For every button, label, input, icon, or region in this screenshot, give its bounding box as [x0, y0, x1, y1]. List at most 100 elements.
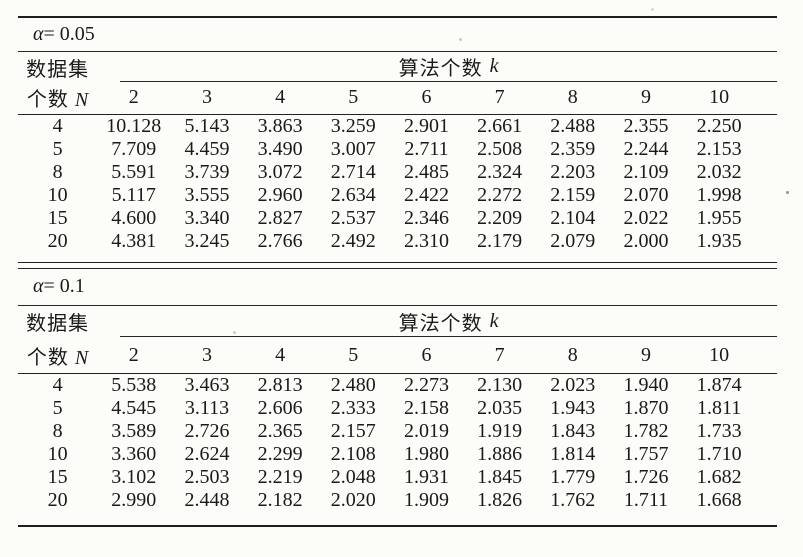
cell-value: 1.726 — [623, 466, 669, 488]
cell-value: 2.109 — [623, 160, 669, 183]
cell-value: 2.448 — [184, 489, 230, 511]
column-header: 3 — [170, 337, 244, 374]
table-row: 15 3.102 2.503 2.219 2.048 1.931 1.845 1… — [18, 466, 777, 489]
cell-value: 1.757 — [623, 443, 669, 465]
cell-value: 2.714 — [330, 160, 376, 183]
cell-value: 1.909 — [403, 489, 449, 511]
column-group-header: 算法个数 k — [97, 306, 777, 338]
spacer-cell — [756, 443, 777, 466]
cell-value: 1.940 — [623, 374, 669, 396]
cell-value: 1.710 — [696, 443, 742, 465]
cell-value: 1.870 — [623, 397, 669, 419]
cell-value: 2.346 — [403, 206, 449, 229]
alpha-label-row: α = 0.05 — [18, 18, 777, 51]
row-label-n: 8 — [52, 420, 63, 442]
table-body: 4 10.128 5.143 3.863 3.259 2.901 2.661 2… — [18, 114, 777, 262]
row-label-n: 15 — [47, 466, 68, 488]
spacer-cell — [756, 161, 777, 184]
cell-value: 2.032 — [696, 160, 742, 183]
bottom-rule — [18, 525, 777, 527]
cell-value: 2.158 — [403, 397, 449, 419]
alpha-value: = 0.05 — [43, 23, 95, 45]
cell-value: 3.340 — [184, 206, 230, 229]
cell-value: 2.365 — [257, 420, 303, 442]
top-rule — [18, 16, 777, 18]
cell-value: 1.955 — [696, 206, 742, 229]
cell-value: 1.886 — [477, 443, 523, 465]
cell-value: 2.661 — [477, 114, 523, 137]
cell-value: 1.668 — [696, 489, 742, 511]
cell-value: 1.919 — [477, 420, 523, 442]
column-header: 8 — [536, 337, 610, 374]
cell-value: 2.000 — [623, 229, 669, 252]
alpha-value: = 0.1 — [43, 275, 85, 297]
spacer-cell — [755, 82, 777, 115]
header-top-rule — [18, 51, 777, 52]
row-label-n: 8 — [52, 160, 63, 183]
critical-values-table-005: 数据集 算法个数 k 个数 N 2 3 4 5 6 7 8 9 10 — [18, 52, 777, 262]
cell-value: 2.503 — [184, 466, 230, 488]
cell-value: 1.779 — [550, 466, 596, 488]
spacer-cell — [756, 114, 777, 138]
column-header: 2 — [97, 82, 171, 115]
header-columns-row: 个数 N 2 3 4 5 6 7 8 9 10 — [18, 82, 777, 115]
cell-value: 2.048 — [330, 466, 376, 488]
column-header: 6 — [389, 82, 464, 115]
cell-value: 1.998 — [696, 183, 742, 206]
spacer-cell — [756, 489, 777, 525]
cell-value: 3.463 — [184, 374, 230, 396]
cell-value: 2.508 — [477, 137, 523, 160]
cell-value: 3.007 — [330, 137, 376, 160]
row-label-n: 20 — [47, 489, 68, 511]
row-label-n: 5 — [52, 137, 63, 160]
cell-value: 3.863 — [257, 114, 303, 137]
column-header: 7 — [463, 82, 537, 115]
alpha-symbol: α — [33, 23, 44, 45]
cell-value: 2.711 — [404, 137, 449, 160]
cell-value: 3.490 — [257, 137, 303, 160]
cell-value: 5.117 — [111, 183, 156, 206]
cell-value: 2.020 — [330, 489, 376, 511]
cell-value: 2.104 — [550, 206, 596, 229]
cell-value: 7.709 — [111, 137, 157, 160]
table-row: 10 3.360 2.624 2.299 2.108 1.980 1.886 1… — [18, 443, 777, 466]
column-group-header: 算法个数 k — [97, 52, 777, 82]
cell-value: 2.244 — [623, 137, 669, 160]
cell-value: 1.943 — [550, 397, 596, 419]
table-row: 15 4.600 3.340 2.827 2.537 2.346 2.209 2… — [18, 207, 777, 230]
cell-value: 1.682 — [696, 466, 742, 488]
table-row: 8 5.591 3.739 3.072 2.714 2.485 2.324 2.… — [18, 161, 777, 184]
column-header: 4 — [243, 82, 317, 115]
cell-value: 3.589 — [111, 420, 157, 442]
cell-value: 2.960 — [257, 183, 303, 206]
cell-value: 1.935 — [696, 229, 742, 252]
cell-value: 2.990 — [111, 489, 157, 511]
column-header: 6 — [389, 337, 464, 374]
column-group-label: 算法个数 k — [120, 307, 777, 337]
cell-value: 2.070 — [623, 183, 669, 206]
cell-value: 4.381 — [111, 229, 157, 252]
header-columns-row: 个数 N 2 3 4 5 6 7 8 9 10 — [18, 337, 777, 374]
critical-values-table-01: 数据集 算法个数 k 个数 N 2 3 4 5 6 7 8 9 10 — [18, 306, 777, 526]
cell-value: 2.726 — [184, 420, 230, 442]
cell-value: 4.600 — [111, 206, 157, 229]
cell-value: 2.203 — [550, 160, 596, 183]
cell-value: 2.488 — [550, 114, 596, 137]
cell-value: 1.931 — [403, 466, 449, 488]
cell-value: 2.813 — [257, 374, 303, 396]
table-section-alpha-005: α = 0.05 数据集 算法个数 k 个数 N 2 3 4 5 6 — [0, 16, 803, 262]
cell-value: 1.711 — [623, 489, 669, 511]
cell-value: 2.179 — [477, 229, 523, 252]
spacer-cell — [755, 337, 777, 374]
cell-value: 1.733 — [696, 420, 742, 442]
cell-value: 2.079 — [550, 229, 596, 252]
cell-value: 2.299 — [257, 443, 303, 465]
column-header: 7 — [463, 337, 537, 374]
cell-value: 1.782 — [623, 420, 669, 442]
top-margin — [0, 0, 803, 16]
cell-value: 5.538 — [111, 374, 157, 396]
cell-value: 2.153 — [696, 137, 742, 160]
cell-value: 2.766 — [257, 229, 303, 252]
table-row: 20 2.990 2.448 2.182 2.020 1.909 1.826 1… — [18, 489, 777, 525]
table-row: 4 5.538 3.463 2.813 2.480 2.273 2.130 2.… — [18, 374, 777, 398]
